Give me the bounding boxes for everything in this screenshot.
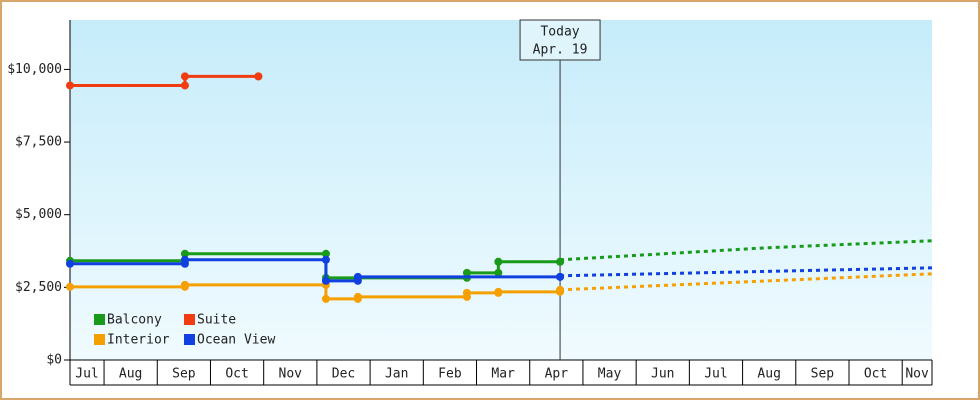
x-tick-label: May [598,367,622,382]
x-tick-label: Sep [811,367,835,382]
x-tick-label: Oct [225,367,248,382]
point-marker [494,287,503,296]
point-marker [462,268,471,277]
x-tick-label: Jul [75,367,98,382]
y-tick-label: $7,500 [15,135,62,150]
point-marker [494,257,503,266]
legend-label: Ocean View [197,333,275,348]
corner-marker [494,268,503,277]
point-marker [66,259,74,268]
corner-marker [321,255,330,264]
legend-label: Interior [107,333,170,348]
point-marker [462,288,471,297]
point-marker [556,257,565,266]
x-tick-label: Oct [864,367,887,382]
point-marker [180,255,189,264]
x-tick-label: Aug [757,367,780,382]
x-tick-label: Jun [651,367,674,382]
legend-label: Suite [197,313,236,328]
legend-label: Balcony [107,313,162,328]
x-tick-label: Dec [332,367,355,382]
x-tick-label: Apr [545,367,569,382]
y-tick-label: $2,500 [15,280,62,295]
legend-swatch [94,314,105,325]
point-marker [321,294,330,303]
point-marker [180,72,189,81]
point-marker [556,285,565,294]
x-tick-label: Jan [385,367,408,382]
layer: $0 $2,500 $5,000 $7,500 $10,000 Jul Aug Sep Oct N… [7,19,933,386]
point-marker [66,282,74,291]
point-marker [66,81,74,90]
corner-marker [180,81,189,90]
point-marker [180,280,189,289]
x-tick-label: Nov [905,367,929,382]
point-marker [321,276,330,285]
legend-swatch [94,334,105,345]
x-tick-label: Mar [491,367,515,382]
y-tick-label: $5,000 [15,207,62,222]
forecast-line [559,272,933,292]
y-tick-label: $0 [46,353,62,368]
x-tick-label: Aug [119,367,142,382]
forecast-line [560,266,933,278]
x-tick-label: Sep [172,367,196,382]
plot-area [70,20,932,360]
x-tick-label: Nov [279,367,303,382]
point-marker [556,272,565,281]
corner-marker [321,249,330,258]
point-marker [180,249,189,258]
x-tick-label: Jul [704,367,727,382]
point-marker [353,272,362,281]
y-tick-label: $10,000 [7,62,62,77]
legend-swatch [184,334,195,345]
x-tick-label: Feb [438,367,462,382]
legend-swatch [184,314,195,325]
point-marker [353,292,362,301]
today-date: Apr. 19 [533,43,588,58]
today-box [519,19,601,61]
point-marker [254,72,263,81]
today-label: Today [540,25,579,40]
